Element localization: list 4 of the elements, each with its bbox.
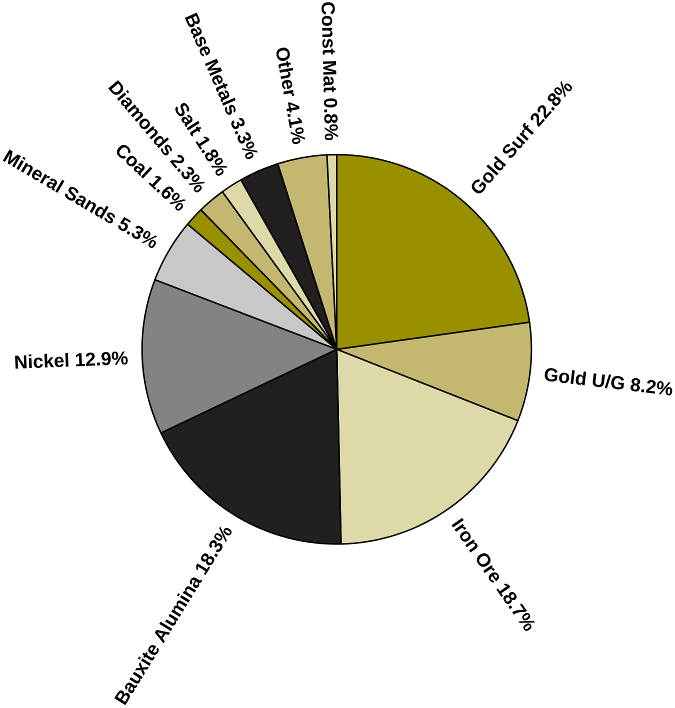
slice-label: Gold U/G 8.2% <box>544 368 672 396</box>
slice-label: Const Mat 0.8% <box>321 2 338 140</box>
slice-label: Nickel 12.9% <box>15 351 128 369</box>
slice-label: Other 4.1% <box>276 48 306 144</box>
